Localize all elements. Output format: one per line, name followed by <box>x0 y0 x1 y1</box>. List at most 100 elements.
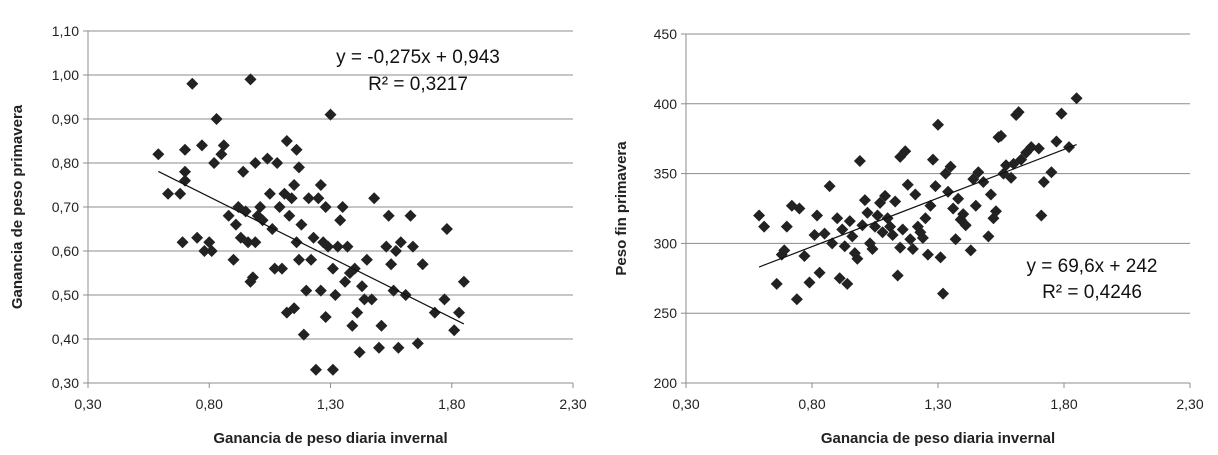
x-axis-title: Ganancia de peso diaria invernal <box>213 430 447 447</box>
trendline-equation: y = -0,275x + 0,943 <box>336 47 500 68</box>
data-point <box>858 194 871 207</box>
data-point <box>290 143 303 156</box>
data-point <box>319 311 332 323</box>
data-point <box>205 245 218 257</box>
data-point <box>263 187 276 200</box>
data-point <box>833 272 846 285</box>
data-point <box>846 230 859 243</box>
data-point <box>448 324 461 337</box>
data-point <box>770 277 783 290</box>
y-tick-label: 0,80 <box>52 155 79 171</box>
data-point <box>302 192 315 205</box>
x-tick-label: 1,30 <box>317 396 344 412</box>
data-point <box>793 202 806 215</box>
data-point <box>957 208 970 221</box>
data-point <box>753 209 766 222</box>
data-point <box>942 185 955 198</box>
data-point <box>152 148 165 161</box>
data-point <box>406 240 419 253</box>
data-point <box>288 302 301 315</box>
data-point <box>889 195 902 208</box>
data-point <box>1000 159 1013 172</box>
data-point <box>939 167 952 180</box>
data-point <box>803 276 816 289</box>
data-point <box>1055 107 1068 120</box>
data-point <box>394 236 407 249</box>
data-point <box>380 240 393 253</box>
data-point <box>438 293 451 306</box>
data-point <box>818 227 831 240</box>
data-point <box>229 218 242 231</box>
data-point <box>921 248 934 261</box>
data-point <box>222 209 235 222</box>
data-point <box>339 275 352 288</box>
y-tick-label: 1,00 <box>52 67 79 83</box>
data-point <box>365 293 378 306</box>
data-point <box>307 231 320 244</box>
scatter-plot-right: 200 250 300 350 400 450 0,30 0,80 1,30 1,80 2,30 y … <box>613 26 1204 447</box>
x-tick-label: 1,30 <box>924 396 951 412</box>
x-tick-label: 1,80 <box>1050 396 1077 412</box>
y-axis-title: Ganancia de peso primavera <box>9 104 26 309</box>
data-point <box>972 166 985 179</box>
data-point <box>919 212 932 225</box>
trendline-equation: y = 69,6x + 242 <box>1027 256 1158 277</box>
data-point <box>249 236 262 249</box>
data-point <box>1070 92 1083 105</box>
data-point <box>237 165 250 178</box>
data-point <box>314 179 327 191</box>
r-squared-label: R² = 0,3217 <box>368 74 468 95</box>
data-point <box>836 223 849 236</box>
data-point <box>952 192 965 205</box>
data-point <box>947 202 960 215</box>
data-point <box>319 201 332 213</box>
chart-ganancia-primavera: 0,30 0,40 0,50 0,60 0,70 0,80 0,90 1,00 1,10 0,30… <box>0 0 600 455</box>
data-point <box>292 161 305 174</box>
data-point <box>995 129 1007 142</box>
y-tick-label: 0,90 <box>52 111 79 127</box>
x-axis-title: Ganancia de peso diaria invernal <box>821 430 1055 447</box>
x-tick-label: 2,30 <box>1176 396 1203 412</box>
data-point <box>174 187 187 200</box>
data-point <box>969 199 982 212</box>
data-point <box>861 206 874 219</box>
data-point <box>288 179 301 191</box>
data-point <box>227 253 240 266</box>
scatter-plot-left: 0,30 0,40 0,50 0,60 0,70 0,80 0,90 1,00 1,10 0,30… <box>9 23 587 447</box>
data-point <box>297 328 310 341</box>
data-point <box>894 241 907 254</box>
data-point <box>778 244 791 257</box>
data-point <box>808 229 821 242</box>
data-point <box>904 233 917 246</box>
y-tick-label: 450 <box>654 26 678 42</box>
x-tick-label: 0,80 <box>798 396 825 412</box>
data-point <box>798 249 811 262</box>
data-point <box>198 245 211 257</box>
data-point <box>916 231 929 244</box>
data-point <box>346 319 359 332</box>
data-point <box>982 230 995 243</box>
x-tick-label: 1,80 <box>438 396 465 412</box>
data-point <box>246 271 259 284</box>
data-point <box>186 77 199 90</box>
data-point <box>273 201 286 213</box>
y-tick-label: 250 <box>654 305 678 321</box>
data-point <box>217 139 230 152</box>
data-point <box>322 240 335 253</box>
data-point <box>989 205 1002 218</box>
data-point <box>428 306 441 319</box>
data-point <box>984 188 997 201</box>
data-point <box>329 289 342 301</box>
r-squared-label: R² = 0,4246 <box>1042 282 1142 303</box>
data-point <box>261 152 274 165</box>
data-point <box>843 215 856 228</box>
data-point <box>256 214 269 227</box>
data-point <box>1025 141 1038 154</box>
data-point <box>876 226 889 239</box>
data-point <box>358 293 371 306</box>
data-point <box>1037 175 1050 188</box>
data-point <box>780 220 793 233</box>
data-point <box>758 220 771 233</box>
data-point <box>404 209 417 222</box>
data-point <box>959 219 972 232</box>
